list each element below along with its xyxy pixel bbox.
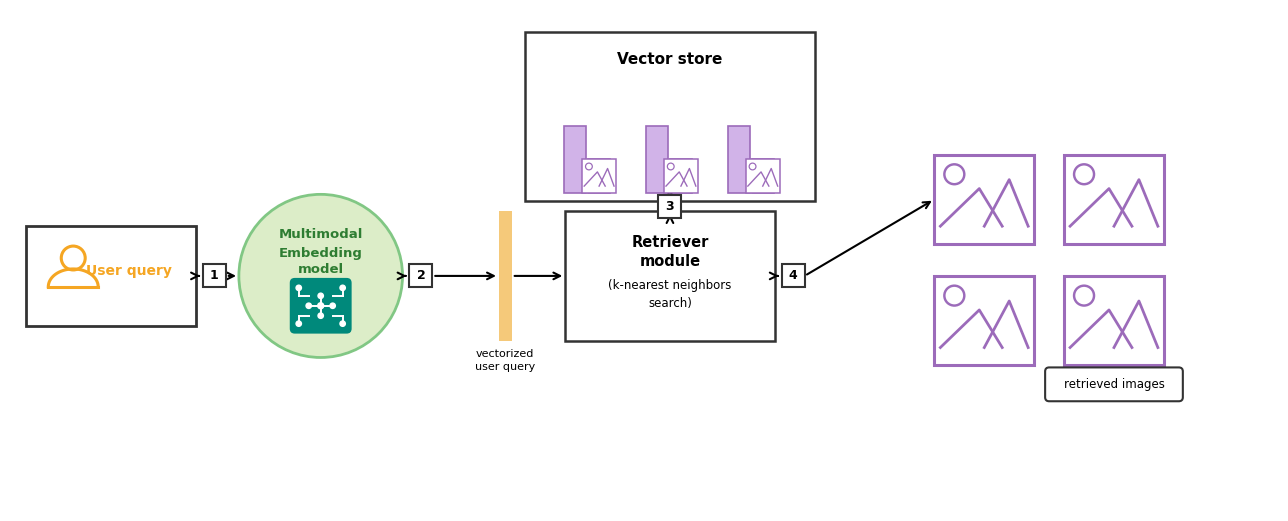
FancyBboxPatch shape [410,265,433,288]
FancyBboxPatch shape [1064,155,1164,244]
Text: (k-nearest neighbors: (k-nearest neighbors [608,279,732,292]
Text: Retriever: Retriever [631,234,708,250]
Text: Multimodal: Multimodal [278,228,363,241]
Text: retrieved images: retrieved images [1064,378,1164,391]
FancyBboxPatch shape [934,276,1034,365]
Circle shape [296,321,301,326]
Text: module: module [639,254,701,269]
Text: Embedding: Embedding [278,246,363,259]
Circle shape [238,194,403,357]
Circle shape [318,303,323,309]
FancyBboxPatch shape [728,126,750,193]
FancyBboxPatch shape [746,159,779,193]
FancyBboxPatch shape [26,226,196,326]
FancyBboxPatch shape [565,211,774,341]
Circle shape [318,313,323,318]
Text: 4: 4 [788,269,797,282]
FancyBboxPatch shape [498,211,511,341]
FancyBboxPatch shape [670,158,692,193]
Text: search): search) [648,297,692,311]
Circle shape [340,285,345,291]
FancyBboxPatch shape [645,126,667,193]
FancyBboxPatch shape [589,158,611,193]
Circle shape [296,285,301,291]
Text: vectorized: vectorized [477,349,535,358]
Text: user query: user query [475,363,536,373]
FancyBboxPatch shape [658,195,681,218]
Circle shape [330,303,335,308]
Circle shape [340,321,345,326]
Text: Vector store: Vector store [617,52,723,67]
FancyBboxPatch shape [1064,276,1164,365]
FancyBboxPatch shape [1045,367,1182,401]
Circle shape [307,303,312,308]
Text: 3: 3 [666,200,674,213]
FancyBboxPatch shape [752,158,774,193]
FancyBboxPatch shape [663,159,698,193]
Text: model: model [298,264,344,277]
FancyBboxPatch shape [202,265,225,288]
Text: 2: 2 [416,269,425,282]
FancyBboxPatch shape [290,278,352,333]
Circle shape [318,293,323,299]
FancyBboxPatch shape [782,265,805,288]
FancyBboxPatch shape [564,126,586,193]
Text: 1: 1 [210,269,219,282]
FancyBboxPatch shape [934,155,1034,244]
FancyBboxPatch shape [582,159,616,193]
Text: User query: User query [86,264,173,278]
FancyBboxPatch shape [526,32,814,201]
